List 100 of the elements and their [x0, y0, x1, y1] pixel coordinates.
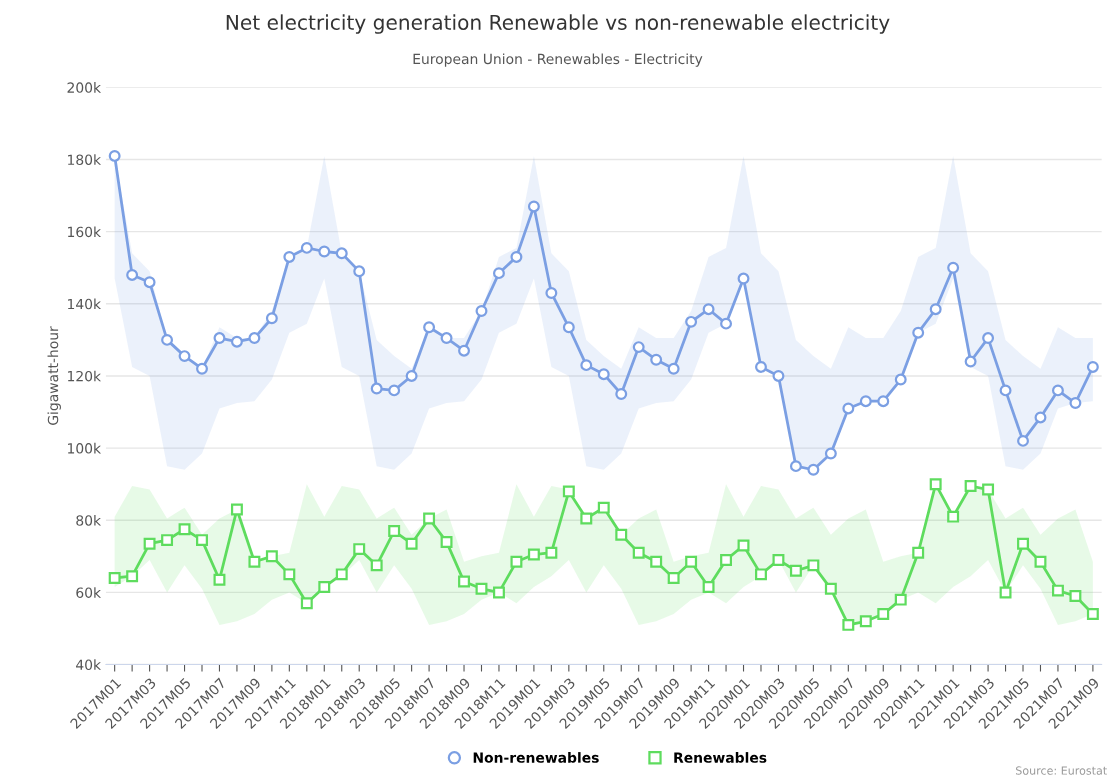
- chart-subtitle: European Union - Renewables - Electricity: [413, 53, 703, 67]
- point: [510, 555, 523, 568]
- y-axis-title: Gigawatt-hour: [47, 326, 61, 425]
- point: [999, 384, 1012, 397]
- point: [475, 582, 488, 595]
- point: [1086, 360, 1099, 373]
- point: [527, 200, 540, 213]
- point: [161, 333, 174, 346]
- y-tick-label: 180k: [68, 154, 102, 165]
- point: [423, 321, 436, 334]
- point: [196, 534, 208, 547]
- point: [807, 463, 820, 476]
- y-tick-label: 60k: [76, 587, 102, 598]
- point: [789, 460, 802, 473]
- point: [108, 149, 121, 162]
- point: [964, 480, 977, 492]
- source-note: Source: Eurostat: [1016, 766, 1107, 775]
- point: [947, 510, 960, 523]
- point: [964, 355, 977, 368]
- point: [1069, 590, 1082, 602]
- point: [720, 553, 733, 566]
- point: [632, 341, 645, 354]
- point: [824, 447, 837, 460]
- point: [230, 503, 243, 516]
- point: [265, 550, 278, 563]
- point: [702, 581, 715, 593]
- point: [859, 615, 872, 628]
- point: [755, 360, 767, 373]
- point: [213, 332, 226, 345]
- point: [440, 332, 453, 345]
- point: [597, 501, 610, 514]
- point: [248, 332, 261, 345]
- y-tick-label: 140k: [68, 298, 102, 310]
- point: [143, 537, 156, 550]
- point: [143, 276, 156, 289]
- point: [1034, 411, 1047, 424]
- point: [650, 353, 663, 366]
- point: [475, 305, 488, 317]
- point: [405, 537, 418, 550]
- point: [126, 268, 139, 281]
- point: [807, 559, 820, 572]
- point: [545, 287, 558, 299]
- point: [667, 362, 680, 375]
- point: [702, 303, 715, 316]
- point: [615, 388, 628, 400]
- point: [300, 597, 313, 610]
- point: [527, 548, 540, 561]
- point: [196, 362, 208, 375]
- point: [318, 581, 331, 593]
- point: [370, 559, 383, 572]
- point: [353, 265, 366, 278]
- y-tick-label: 200k: [67, 82, 102, 93]
- point: [545, 546, 558, 559]
- point: [388, 384, 401, 397]
- point: [492, 267, 505, 280]
- chart-title: Net electricity generation Renewable vs non-renewable electricity: [226, 14, 890, 34]
- point: [335, 247, 348, 260]
- legend-label: Renewables: [674, 752, 767, 763]
- point: [755, 568, 767, 581]
- point: [842, 402, 855, 415]
- point: [440, 535, 453, 548]
- point: [458, 575, 470, 588]
- y-tick-label: 40k: [76, 659, 102, 671]
- y-tick-label: 100k: [68, 442, 102, 454]
- point: [982, 332, 995, 345]
- point: [178, 523, 191, 536]
- point: [580, 512, 593, 525]
- point: [405, 369, 418, 382]
- point: [982, 483, 995, 496]
- point: [283, 568, 296, 581]
- point: [685, 315, 698, 328]
- point: [894, 373, 907, 386]
- point: [1069, 397, 1082, 409]
- point: [1017, 537, 1029, 550]
- point: [772, 369, 785, 382]
- point: [929, 303, 942, 316]
- y-tick-label: 160k: [68, 226, 102, 238]
- point: [999, 586, 1012, 599]
- legend-label: Non-renewables: [473, 752, 599, 763]
- y-tick-label: 120k: [68, 370, 102, 382]
- point: [370, 382, 383, 395]
- point: [615, 528, 628, 541]
- y-tick-label: 80k: [76, 514, 102, 526]
- point: [720, 317, 733, 330]
- point: [597, 368, 610, 381]
- point: [912, 326, 925, 339]
- point: [1051, 584, 1064, 597]
- point: [632, 546, 645, 559]
- point: [877, 608, 890, 621]
- point: [947, 261, 960, 274]
- point: [388, 525, 401, 538]
- point: [859, 395, 872, 408]
- point: [126, 570, 139, 583]
- point: [667, 572, 680, 584]
- point: [353, 543, 366, 556]
- point: [772, 553, 785, 566]
- point: [1086, 608, 1099, 621]
- point: [737, 272, 750, 285]
- point: [108, 572, 121, 584]
- point: [161, 534, 174, 547]
